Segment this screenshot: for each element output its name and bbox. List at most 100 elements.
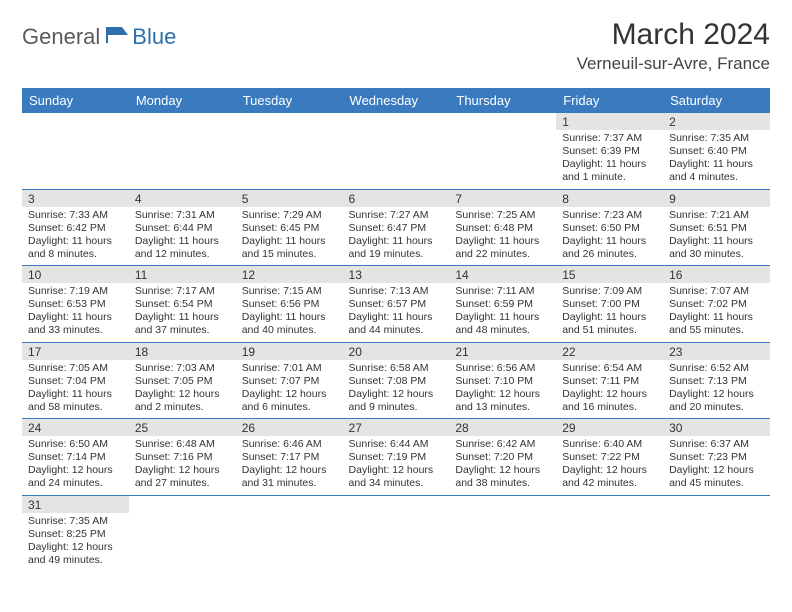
daylight-line-2: and 30 minutes. <box>669 248 764 261</box>
calendar-cell: 5Sunrise: 7:29 AMSunset: 6:45 PMDaylight… <box>236 189 343 266</box>
sunrise-line: Sunrise: 7:09 AM <box>562 285 657 298</box>
daylight-line-2: and 34 minutes. <box>349 477 444 490</box>
day-content: Sunrise: 6:58 AMSunset: 7:08 PMDaylight:… <box>343 360 450 419</box>
sunset-line: Sunset: 6:44 PM <box>135 222 230 235</box>
calendar-cell-empty <box>343 495 450 571</box>
daylight-line-2: and 26 minutes. <box>562 248 657 261</box>
day-number: 20 <box>343 343 450 360</box>
sunset-line: Sunset: 6:42 PM <box>28 222 123 235</box>
daylight-line-1: Daylight: 12 hours <box>349 388 444 401</box>
calendar-cell: 16Sunrise: 7:07 AMSunset: 7:02 PMDayligh… <box>663 266 770 343</box>
daylight-line-1: Daylight: 11 hours <box>669 311 764 324</box>
daylight-line-1: Daylight: 12 hours <box>455 464 550 477</box>
header: General Blue March 2024 Verneuil-sur-Avr… <box>22 18 770 74</box>
day-content: Sunrise: 7:05 AMSunset: 7:04 PMDaylight:… <box>22 360 129 419</box>
daylight-line-1: Daylight: 11 hours <box>135 311 230 324</box>
daylight-line-2: and 13 minutes. <box>455 401 550 414</box>
calendar-cell: 31Sunrise: 7:35 AMSunset: 8:25 PMDayligh… <box>22 495 129 571</box>
daylight-line-1: Daylight: 12 hours <box>562 464 657 477</box>
sunrise-line: Sunrise: 6:56 AM <box>455 362 550 375</box>
daylight-line-1: Daylight: 12 hours <box>349 464 444 477</box>
sunset-line: Sunset: 6:47 PM <box>349 222 444 235</box>
daylight-line-2: and 24 minutes. <box>28 477 123 490</box>
daylight-line-2: and 15 minutes. <box>242 248 337 261</box>
daylight-line-2: and 37 minutes. <box>135 324 230 337</box>
daylight-line-1: Daylight: 11 hours <box>455 235 550 248</box>
sunset-line: Sunset: 7:17 PM <box>242 451 337 464</box>
calendar-cell-empty <box>663 495 770 571</box>
calendar-row: 17Sunrise: 7:05 AMSunset: 7:04 PMDayligh… <box>22 342 770 419</box>
sunrise-line: Sunrise: 7:13 AM <box>349 285 444 298</box>
daylight-line-2: and 22 minutes. <box>455 248 550 261</box>
sunset-line: Sunset: 7:20 PM <box>455 451 550 464</box>
calendar-cell: 20Sunrise: 6:58 AMSunset: 7:08 PMDayligh… <box>343 342 450 419</box>
calendar-cell: 19Sunrise: 7:01 AMSunset: 7:07 PMDayligh… <box>236 342 343 419</box>
calendar-cell: 11Sunrise: 7:17 AMSunset: 6:54 PMDayligh… <box>129 266 236 343</box>
calendar-cell: 8Sunrise: 7:23 AMSunset: 6:50 PMDaylight… <box>556 189 663 266</box>
daylight-line-1: Daylight: 11 hours <box>349 311 444 324</box>
calendar-cell: 25Sunrise: 6:48 AMSunset: 7:16 PMDayligh… <box>129 419 236 496</box>
calendar-cell: 28Sunrise: 6:42 AMSunset: 7:20 PMDayligh… <box>449 419 556 496</box>
weekday-header: Saturday <box>663 88 770 113</box>
day-content: Sunrise: 7:09 AMSunset: 7:00 PMDaylight:… <box>556 283 663 342</box>
location-label: Verneuil-sur-Avre, France <box>577 54 770 74</box>
calendar-row: 1Sunrise: 7:37 AMSunset: 6:39 PMDaylight… <box>22 113 770 189</box>
sunrise-line: Sunrise: 7:21 AM <box>669 209 764 222</box>
day-content: Sunrise: 7:23 AMSunset: 6:50 PMDaylight:… <box>556 207 663 266</box>
calendar-cell: 6Sunrise: 7:27 AMSunset: 6:47 PMDaylight… <box>343 189 450 266</box>
day-content: Sunrise: 7:07 AMSunset: 7:02 PMDaylight:… <box>663 283 770 342</box>
calendar-cell: 24Sunrise: 6:50 AMSunset: 7:14 PMDayligh… <box>22 419 129 496</box>
sunset-line: Sunset: 6:56 PM <box>242 298 337 311</box>
calendar-cell: 23Sunrise: 6:52 AMSunset: 7:13 PMDayligh… <box>663 342 770 419</box>
logo: General Blue <box>22 24 176 50</box>
flag-icon <box>106 25 132 50</box>
sunrise-line: Sunrise: 6:52 AM <box>669 362 764 375</box>
calendar-cell: 29Sunrise: 6:40 AMSunset: 7:22 PMDayligh… <box>556 419 663 496</box>
sunset-line: Sunset: 6:40 PM <box>669 145 764 158</box>
sunset-line: Sunset: 7:16 PM <box>135 451 230 464</box>
weekday-header: Thursday <box>449 88 556 113</box>
day-number: 29 <box>556 419 663 436</box>
day-number: 22 <box>556 343 663 360</box>
calendar-cell-empty <box>556 495 663 571</box>
sunrise-line: Sunrise: 7:25 AM <box>455 209 550 222</box>
day-content: Sunrise: 7:17 AMSunset: 6:54 PMDaylight:… <box>129 283 236 342</box>
day-content: Sunrise: 7:29 AMSunset: 6:45 PMDaylight:… <box>236 207 343 266</box>
sunset-line: Sunset: 7:08 PM <box>349 375 444 388</box>
daylight-line-2: and 31 minutes. <box>242 477 337 490</box>
day-content: Sunrise: 7:27 AMSunset: 6:47 PMDaylight:… <box>343 207 450 266</box>
calendar-row: 3Sunrise: 7:33 AMSunset: 6:42 PMDaylight… <box>22 189 770 266</box>
daylight-line-1: Daylight: 11 hours <box>669 235 764 248</box>
sunrise-line: Sunrise: 6:42 AM <box>455 438 550 451</box>
day-number: 4 <box>129 190 236 207</box>
sunrise-line: Sunrise: 6:50 AM <box>28 438 123 451</box>
day-number: 7 <box>449 190 556 207</box>
day-number: 17 <box>22 343 129 360</box>
sunrise-line: Sunrise: 6:40 AM <box>562 438 657 451</box>
sunrise-line: Sunrise: 6:58 AM <box>349 362 444 375</box>
calendar-table: SundayMondayTuesdayWednesdayThursdayFrid… <box>22 88 770 571</box>
calendar-cell: 27Sunrise: 6:44 AMSunset: 7:19 PMDayligh… <box>343 419 450 496</box>
daylight-line-2: and 55 minutes. <box>669 324 764 337</box>
calendar-row: 10Sunrise: 7:19 AMSunset: 6:53 PMDayligh… <box>22 266 770 343</box>
calendar-cell: 7Sunrise: 7:25 AMSunset: 6:48 PMDaylight… <box>449 189 556 266</box>
day-number: 6 <box>343 190 450 207</box>
day-content: Sunrise: 6:54 AMSunset: 7:11 PMDaylight:… <box>556 360 663 419</box>
sunrise-line: Sunrise: 7:35 AM <box>669 132 764 145</box>
day-content: Sunrise: 7:35 AMSunset: 6:40 PMDaylight:… <box>663 130 770 189</box>
calendar-cell-empty <box>129 495 236 571</box>
day-content: Sunrise: 7:37 AMSunset: 6:39 PMDaylight:… <box>556 130 663 189</box>
day-content: Sunrise: 7:11 AMSunset: 6:59 PMDaylight:… <box>449 283 556 342</box>
daylight-line-1: Daylight: 12 hours <box>135 464 230 477</box>
calendar-header-row: SundayMondayTuesdayWednesdayThursdayFrid… <box>22 88 770 113</box>
sunrise-line: Sunrise: 7:07 AM <box>669 285 764 298</box>
daylight-line-1: Daylight: 11 hours <box>28 235 123 248</box>
calendar-cell: 4Sunrise: 7:31 AMSunset: 6:44 PMDaylight… <box>129 189 236 266</box>
day-content: Sunrise: 6:40 AMSunset: 7:22 PMDaylight:… <box>556 436 663 495</box>
day-number: 24 <box>22 419 129 436</box>
logo-text-general: General <box>22 24 100 50</box>
daylight-line-1: Daylight: 12 hours <box>242 388 337 401</box>
daylight-line-2: and 48 minutes. <box>455 324 550 337</box>
day-number: 18 <box>129 343 236 360</box>
calendar-cell: 14Sunrise: 7:11 AMSunset: 6:59 PMDayligh… <box>449 266 556 343</box>
